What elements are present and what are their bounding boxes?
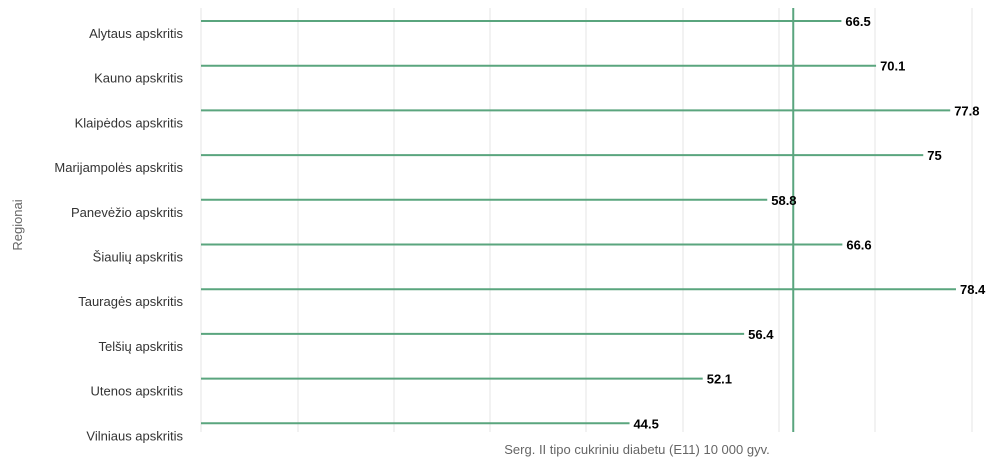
value-label-9: 52.1 (707, 372, 732, 387)
category-label-10: Vilniaus apskritis (86, 428, 183, 443)
category-label-2: Kauno apskritis (94, 71, 183, 86)
category-label-9: Utenos apskritis (91, 384, 184, 399)
category-label-8: Telšių apskritis (98, 339, 183, 354)
grid-lines (200, 8, 973, 432)
value-label-8: 56.4 (748, 327, 774, 342)
x-axis-title: Serg. II tipo cukriniu diabetu (E11) 10 … (504, 442, 769, 457)
value-label-6: 66.6 (846, 238, 871, 253)
bars (201, 20, 956, 425)
value-labels: 66.5 70.1 77.8 75 58.8 66.6 78.4 56.4 52.1 44.5 (634, 14, 987, 431)
value-label-4: 75 (927, 148, 941, 163)
value-label-1: 66.5 (845, 14, 870, 29)
category-label-6: Šiaulių apskritis (93, 250, 184, 265)
category-labels: Alytaus apskritis Kauno apskritis Klaipėdo… (54, 26, 183, 443)
value-label-7: 78.4 (960, 282, 986, 297)
value-label-5: 58.8 (771, 193, 796, 208)
category-label-4: Marijampolės apskritis (54, 160, 183, 175)
category-label-7: Tauragės apskritis (78, 294, 183, 309)
value-label-3: 77.8 (954, 103, 979, 118)
value-label-2: 70.1 (880, 59, 905, 74)
y-axis-title: Regionai (10, 199, 25, 250)
category-label-5: Panevėžio apskritis (71, 205, 183, 220)
category-label-1: Alytaus apskritis (89, 26, 183, 41)
value-label-10: 44.5 (634, 416, 659, 431)
category-label-3: Klaipėdos apskritis (75, 115, 184, 130)
